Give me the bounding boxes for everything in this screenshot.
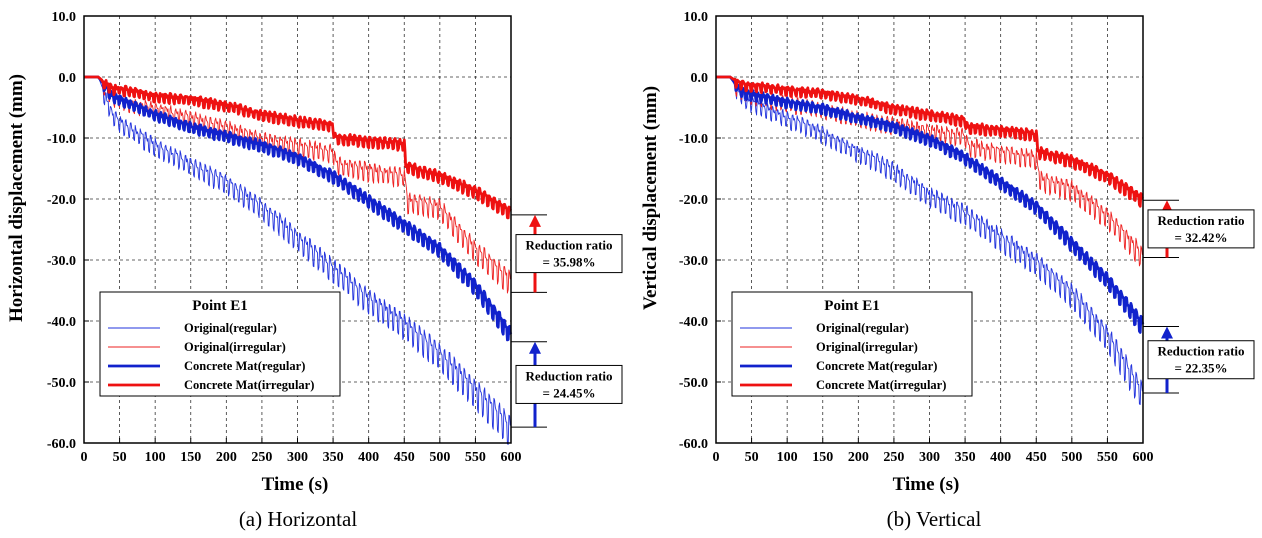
x-tick-label: 500 xyxy=(429,450,450,465)
x-tick-label: 200 xyxy=(848,450,869,465)
legend-entry-4: Concrete Mat(irregular) xyxy=(184,378,314,392)
y-tick-label: 0.0 xyxy=(59,71,77,86)
annotation-box xyxy=(1147,340,1255,380)
legend-entry-1: Original(regular) xyxy=(816,321,909,335)
y-tick-label: -50.0 xyxy=(679,376,708,391)
x-tick-label: 0 xyxy=(81,450,88,465)
x-tick-label: 350 xyxy=(955,450,976,465)
legend-entry-1: Original(regular) xyxy=(184,321,277,335)
caption: (a) Horizontal xyxy=(239,507,358,531)
y-tick-label: 0.0 xyxy=(691,71,709,86)
x-tick-label: 400 xyxy=(990,450,1011,465)
x-tick-label: 450 xyxy=(394,450,415,465)
panel-horizontal: 0 50 100 150 200 250 300 350 400 450 500 550 600 10.0… xyxy=(6,10,623,531)
series-line-1 xyxy=(716,76,1144,405)
y-tick-label: -10.0 xyxy=(47,132,76,147)
annotation-label: Reduction ratio xyxy=(525,368,612,383)
y-tick-label: -20.0 xyxy=(679,193,708,208)
series-line-1 xyxy=(84,76,512,445)
annotation-box xyxy=(515,234,623,274)
legend-entry-2: Original(irregular) xyxy=(184,340,286,354)
legend-box xyxy=(731,291,973,397)
arrow-head xyxy=(529,214,541,227)
y-tick-label: -30.0 xyxy=(679,254,708,269)
x-tick-label: 50 xyxy=(745,450,759,465)
annotation-box xyxy=(515,364,623,404)
annotation-box xyxy=(1147,209,1255,249)
y-axis-title: Vertical displacement (mm) xyxy=(640,86,661,310)
x-tick-label: 450 xyxy=(1026,450,1047,465)
x-tick-label: 500 xyxy=(1061,450,1082,465)
x-tick-label: 550 xyxy=(1097,450,1118,465)
plot-frame xyxy=(715,15,1144,444)
y-axis-title: Horizontal displacement (mm) xyxy=(6,74,27,322)
arrow-head xyxy=(1161,326,1173,339)
x-axis-title: Time (s) xyxy=(893,474,960,495)
series-line-3 xyxy=(83,75,513,342)
x-axis-title: Time (s) xyxy=(262,474,329,495)
series-line-4 xyxy=(83,75,512,220)
legend-title: Point E1 xyxy=(824,298,879,314)
legend-entry-3: Concrete Mat(regular) xyxy=(184,359,305,373)
x-tick-label: 600 xyxy=(1133,450,1154,465)
annotation-value: = 35.98% xyxy=(543,255,596,270)
legend-entry-4: Concrete Mat(irregular) xyxy=(816,378,946,392)
arrow-head xyxy=(529,341,541,354)
legend-entry-3: Concrete Mat(regular) xyxy=(816,359,937,373)
series-line-3 xyxy=(715,75,1145,334)
y-tick-label: -30.0 xyxy=(47,254,76,269)
y-tick-label: -40.0 xyxy=(47,315,76,330)
x-tick-label: 0 xyxy=(713,450,720,465)
y-tick-label: -60.0 xyxy=(47,437,76,452)
x-tick-label: 200 xyxy=(216,450,237,465)
reduction-annotation-1: Reduction ratio = 35.98% xyxy=(511,214,623,293)
x-tick-label: 300 xyxy=(919,450,940,465)
y-tick-label: -40.0 xyxy=(679,315,708,330)
annotation-value: = 24.45% xyxy=(543,385,596,400)
x-tick-label: 150 xyxy=(812,450,833,465)
x-tick-label: 100 xyxy=(777,450,798,465)
legend-box xyxy=(99,291,341,397)
arrow-head xyxy=(1161,200,1173,213)
x-tick-label: 300 xyxy=(287,450,308,465)
x-tick-label: 400 xyxy=(358,450,379,465)
x-tick-label: 600 xyxy=(501,450,522,465)
x-tick-label: 350 xyxy=(323,450,344,465)
y-tick-label: -10.0 xyxy=(679,132,708,147)
annotation-value: = 32.42% xyxy=(1175,230,1228,245)
panel-vertical: 0 50 100 150 200 250 300 350 400 450 500 550 600 10.0… xyxy=(640,10,1255,531)
series-line-2 xyxy=(84,76,512,294)
series-line-4 xyxy=(715,75,1144,208)
reduction-annotation-2: Reduction ratio = 22.35% xyxy=(1143,325,1255,394)
x-tick-label: 100 xyxy=(145,450,166,465)
annotation-label: Reduction ratio xyxy=(1157,344,1244,359)
legend: Point E1 Original(regular) Original(irregu… xyxy=(731,291,973,397)
legend-entry-2: Original(irregular) xyxy=(816,340,918,354)
caption: (b) Vertical xyxy=(887,507,982,531)
reduction-annotation-2: Reduction ratio = 24.45% xyxy=(511,341,623,428)
legend: Point E1 Original(regular) Original(irregu… xyxy=(99,291,341,397)
reduction-annotation-1: Reduction ratio = 32.42% xyxy=(1143,199,1255,259)
x-tick-label: 150 xyxy=(180,450,201,465)
x-tick-label: 550 xyxy=(465,450,486,465)
legend-title: Point E1 xyxy=(192,298,247,314)
x-tick-label: 50 xyxy=(113,450,127,465)
y-tick-label: -20.0 xyxy=(47,193,76,208)
y-tick-label: -50.0 xyxy=(47,376,76,391)
annotation-value: = 22.35% xyxy=(1175,361,1228,376)
x-tick-label: 250 xyxy=(883,450,904,465)
y-tick-label: 10.0 xyxy=(684,10,709,25)
annotation-label: Reduction ratio xyxy=(1157,213,1244,228)
x-tick-label: 250 xyxy=(251,450,272,465)
annotation-label: Reduction ratio xyxy=(525,238,612,253)
y-tick-label: -60.0 xyxy=(679,437,708,452)
plot-frame xyxy=(83,15,512,444)
y-tick-label: 10.0 xyxy=(52,10,77,25)
